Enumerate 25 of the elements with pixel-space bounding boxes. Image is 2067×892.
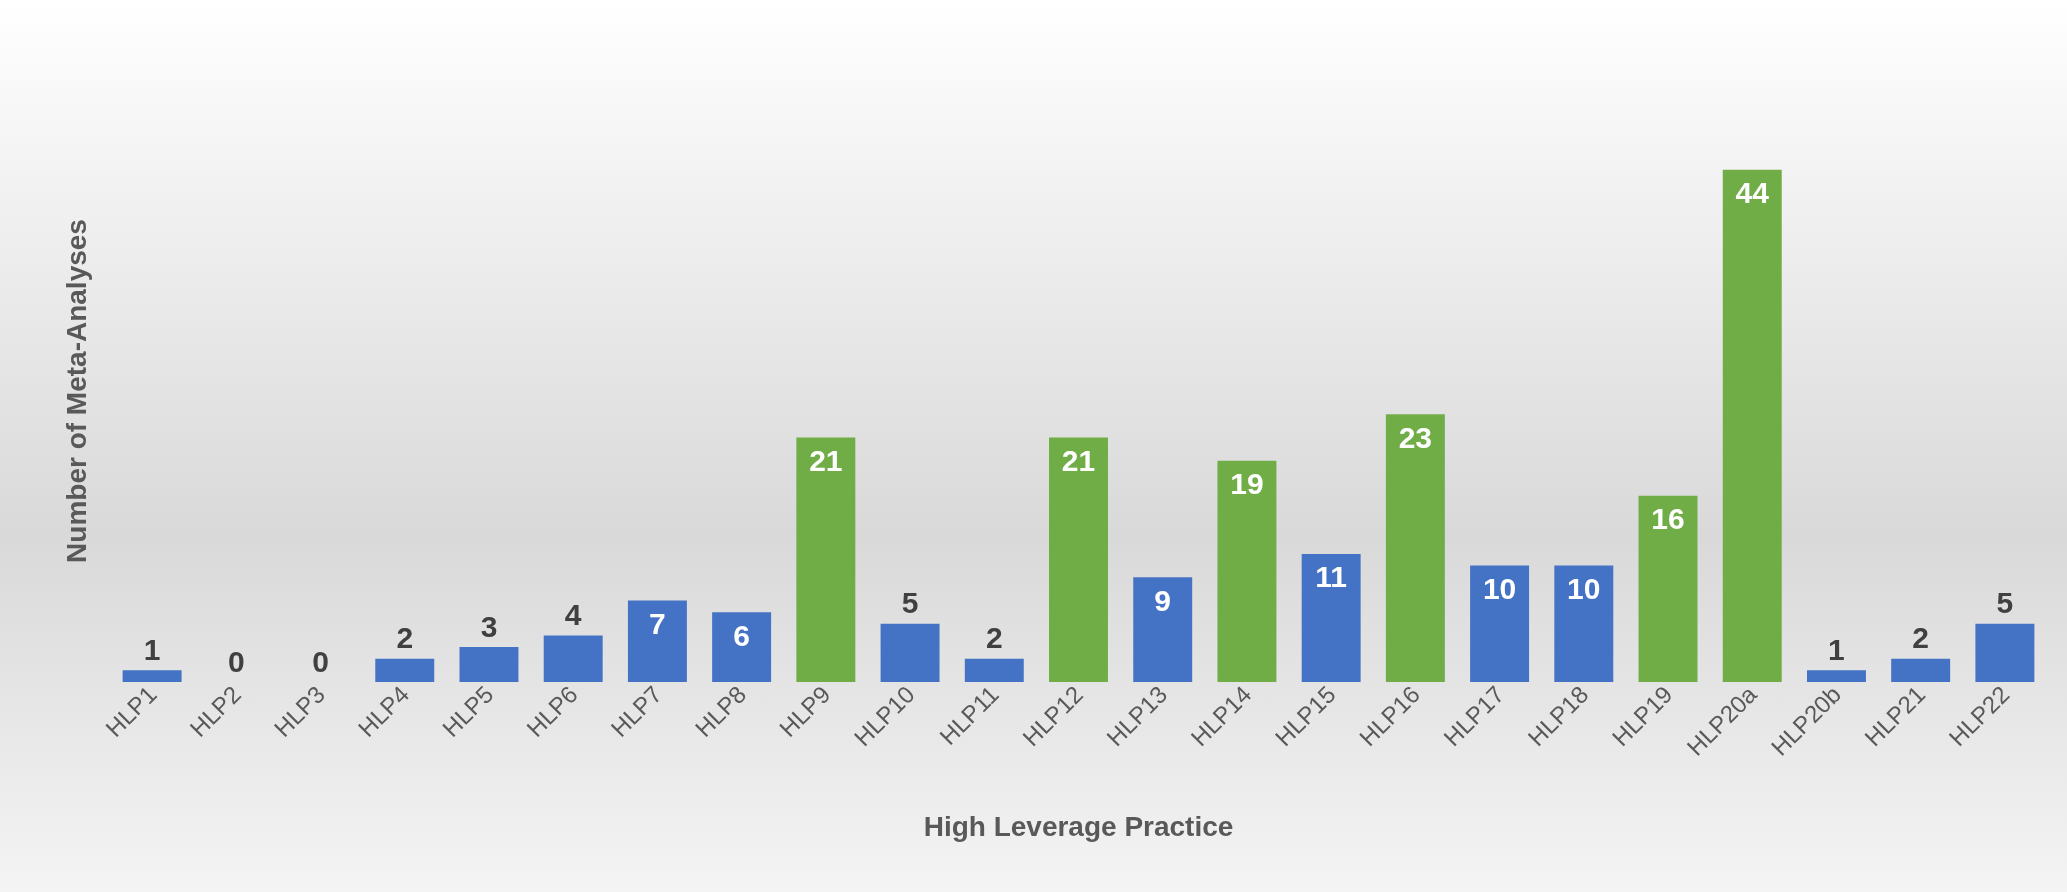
data-label: 0: [312, 644, 329, 678]
data-label: 7: [649, 607, 666, 641]
data-label: 21: [1061, 444, 1096, 478]
data-label: 19: [1230, 467, 1264, 501]
x-axis-title: High Leverage Practice: [923, 810, 1234, 842]
data-label: 4: [564, 597, 582, 631]
data-label: 5: [1996, 586, 2014, 620]
y-axis-title: Number of Meta-Analyses: [60, 219, 92, 563]
data-label: 0: [227, 644, 245, 678]
data-label: 44: [1735, 176, 1770, 210]
data-label: 5: [901, 586, 919, 620]
data-label: 2: [1912, 621, 1930, 655]
data-label: 11: [1315, 560, 1348, 594]
data-label: 9: [1154, 583, 1172, 617]
data-label: 2: [985, 621, 1003, 655]
data-label: 1: [1828, 632, 1845, 666]
data-label: 21: [809, 444, 843, 478]
data-label: 10: [1482, 572, 1517, 606]
data-label: 6: [733, 618, 750, 652]
data-label: 1: [143, 632, 161, 666]
data-label: 10: [1567, 572, 1601, 606]
data-label: 2: [396, 621, 414, 655]
data-label: 3: [480, 609, 498, 643]
data-label: 16: [1651, 502, 1685, 536]
data-label: 23: [1398, 420, 1433, 454]
